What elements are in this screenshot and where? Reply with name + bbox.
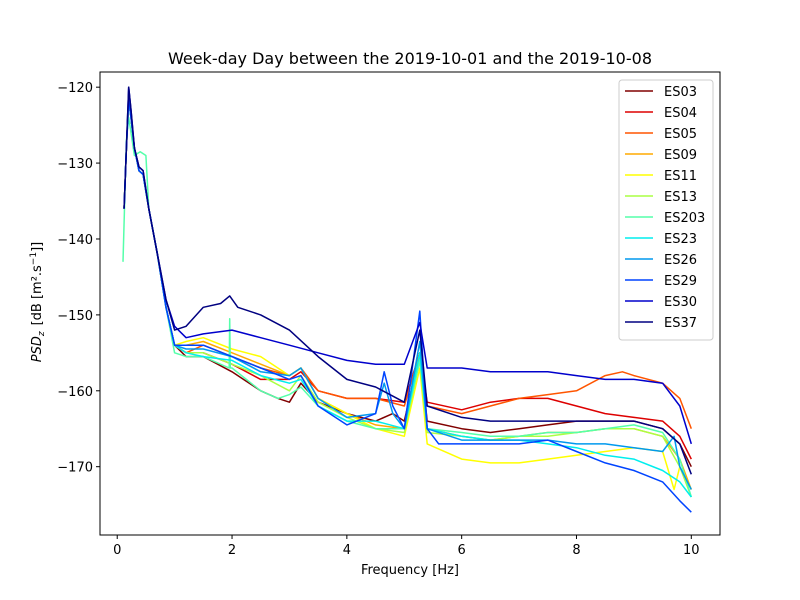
legend-label-es03: ES03: [664, 85, 697, 100]
y-axis-label-rest: [dB [m².s: [30, 265, 45, 325]
legend-label-es11: ES11: [664, 169, 697, 184]
x-axis: 0 2 4 6 8 10: [113, 535, 700, 558]
legend-label-es23: ES23: [664, 232, 697, 247]
series-line-es11: [123, 97, 692, 491]
legend-label-es09: ES09: [664, 148, 697, 163]
x-tick-label: 4: [343, 543, 351, 558]
legend-label-es05: ES05: [664, 127, 697, 142]
y-axis-label-end: ]]: [30, 242, 45, 252]
legend-label-es04: ES04: [664, 106, 697, 121]
plot-frame: [99, 71, 721, 536]
x-tick-label: 0: [113, 543, 121, 558]
x-tick-label: 6: [458, 543, 466, 558]
series-line-es23: [123, 97, 692, 498]
y-axis: −120 −130 −140 −150 −160 −170: [57, 81, 100, 476]
legend-label-es203: ES203: [664, 211, 705, 226]
x-tick-label: 2: [228, 543, 236, 558]
chart-title: Week-day Day between the 2019-10-01 and …: [168, 49, 652, 68]
x-axis-label: Frequency [Hz]: [361, 563, 459, 578]
x-tick-label: 8: [572, 543, 580, 558]
series-line-es203: [122, 116, 693, 498]
x-tick-label: 10: [683, 543, 700, 558]
y-tick-label: −150: [57, 309, 93, 324]
y-tick-label: −140: [57, 233, 93, 248]
y-axis-label-sup: −1: [29, 252, 39, 265]
series-line-es29: [123, 97, 692, 513]
y-axis-label-main: PSD: [30, 336, 45, 362]
legend-label-es29: ES29: [664, 274, 697, 289]
y-tick-label: −120: [57, 81, 93, 96]
series-line-es37: [123, 86, 693, 475]
legend-label-es13: ES13: [664, 190, 697, 205]
y-tick-label: −160: [57, 385, 93, 400]
legend-label-es26: ES26: [664, 253, 697, 268]
legend: ES03 ES04 ES05 ES09 ES11 ES13 ES203 ES23 ES26 ES2…: [618, 79, 714, 341]
plot-area: [99, 71, 721, 536]
series-line-es26: [123, 97, 692, 490]
y-axis-label-sub: z: [37, 331, 47, 337]
legend-label-es30: ES30: [664, 295, 697, 310]
y-axis-label: PSDz [dB [m².s−1]]: [29, 242, 47, 363]
legend-box: [618, 79, 714, 341]
series-line-es09: [123, 97, 693, 490]
series-line-es13: [123, 97, 693, 498]
legend-label-es37: ES37: [664, 316, 697, 331]
y-tick-label: −130: [57, 157, 93, 172]
y-tick-label: −170: [57, 461, 93, 476]
